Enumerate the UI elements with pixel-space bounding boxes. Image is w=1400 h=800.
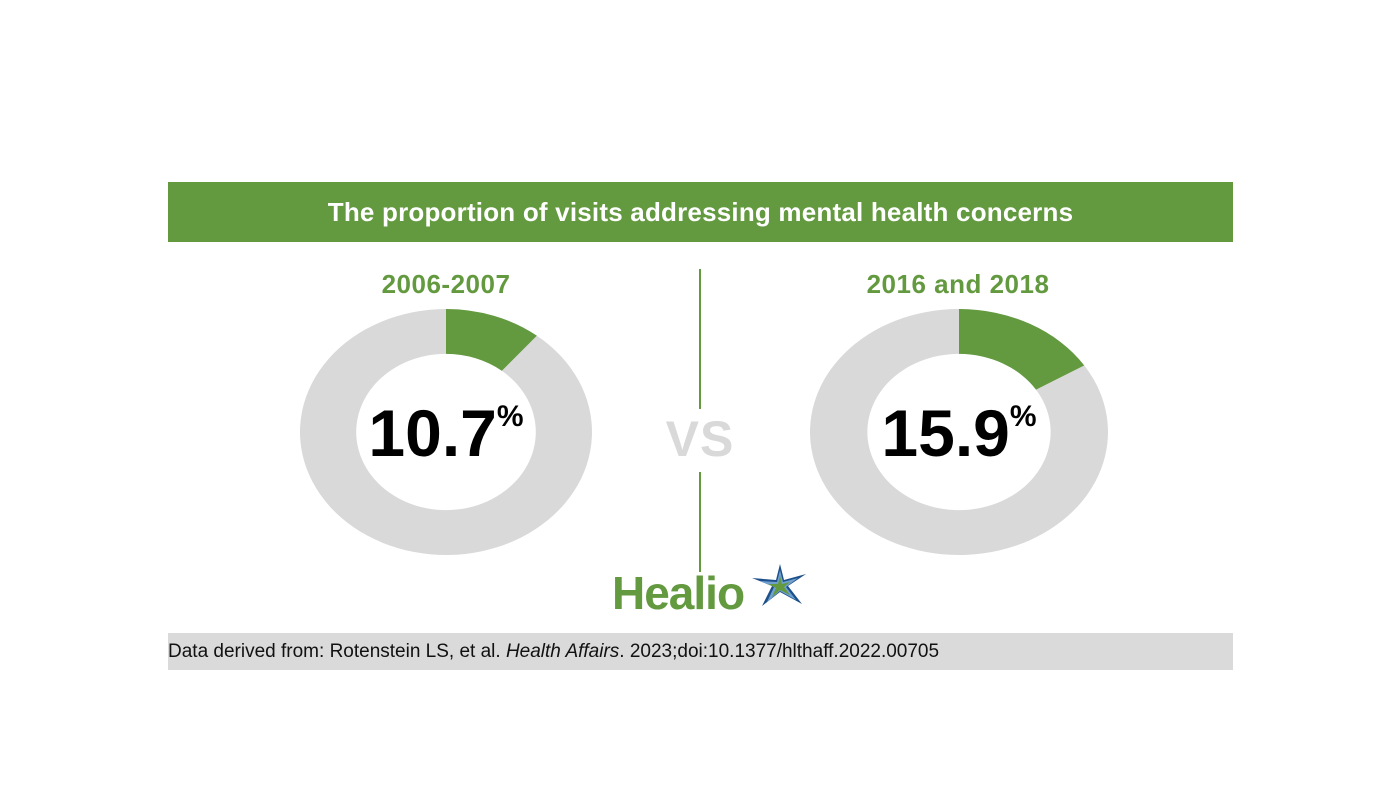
donut-slice-mental-health-2016-2018 (959, 309, 1085, 390)
period-label-right: 2016 and 2018 (866, 269, 1050, 299)
donut-value-label-2006-2007: 10.7% (368, 396, 523, 470)
donut-value-number-2006-2007: 10.7 (368, 396, 496, 470)
source-citation: Data derived from: Rotenstein LS, et al.… (168, 641, 939, 663)
source-journal: Health Affairs (505, 640, 620, 662)
donut-value-number-2016-2018: 15.9 (881, 396, 1009, 470)
period-label-left: 2006-2007 (381, 269, 511, 299)
donut-chart-2016-2018: 15.9% (810, 309, 1108, 555)
healio-logo: Healio (612, 564, 806, 619)
logo-text: Healio (612, 567, 745, 619)
donut-chart-2006-2007: 10.7% (300, 309, 592, 555)
divider-line-bottom (699, 472, 701, 572)
donut-slice-other-2006-2007 (300, 309, 592, 555)
donut-value-unit-2006-2007: % (497, 400, 524, 433)
vs-label: VS (665, 411, 735, 467)
donut-value-label-2016-2018: 15.9% (881, 396, 1036, 470)
donut-slice-other-2016-2018 (810, 309, 1108, 555)
chart-title: The proportion of visits addressing ment… (327, 196, 1074, 227)
donut-value-unit-2016-2018: % (1010, 400, 1037, 433)
source-suffix: . 2023;doi:10.1377/hlthaff.2022.00705 (619, 640, 940, 662)
star-icon (752, 564, 806, 606)
source-prefix: Data derived from: Rotenstein LS, et al. (168, 640, 506, 662)
divider-line-top (699, 269, 701, 409)
title-banner: The proportion of visits addressing ment… (168, 182, 1233, 242)
source-citation-bar: Data derived from: Rotenstein LS, et al.… (168, 633, 1233, 670)
donut-slice-mental-health-2006-2007 (446, 309, 537, 371)
